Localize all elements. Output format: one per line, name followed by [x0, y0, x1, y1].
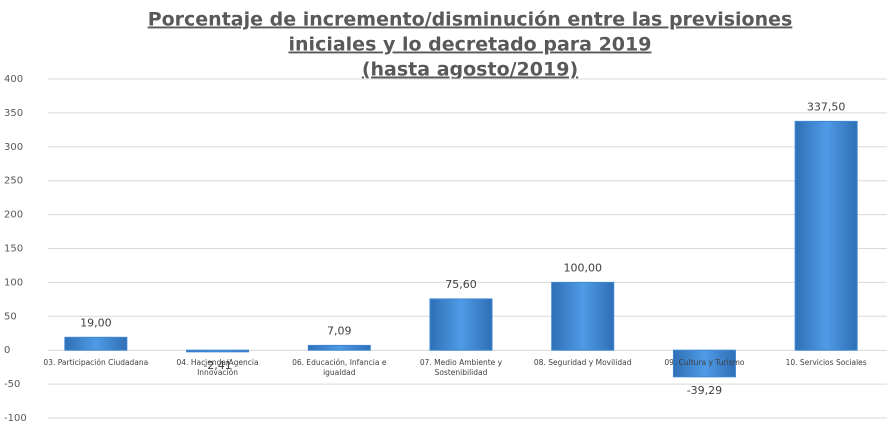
- y-tick-label: 300: [4, 142, 23, 153]
- x-tick-label: 10. Servicios Sociales: [785, 358, 867, 368]
- data-label: 100,00: [563, 261, 602, 274]
- bar: [307, 344, 371, 351]
- x-tick-label-box: 06. Educación, Infancia e igualdad: [292, 358, 387, 378]
- y-tick-label: 150: [4, 244, 23, 255]
- chart-title: Porcentaje de incremento/disminución ent…: [148, 9, 793, 31]
- y-tick-label: 250: [4, 176, 23, 187]
- data-label: -39,29: [687, 384, 722, 397]
- x-tick-label-box: 10. Servicios Sociales: [785, 358, 867, 368]
- y-tick-label: 350: [4, 108, 23, 119]
- x-tick-label: 06. Educación, Infancia e igualdad: [292, 358, 387, 378]
- x-tick-label-box: 08. Seguridad y Movilidad: [533, 358, 632, 368]
- data-label: 75,60: [445, 278, 477, 291]
- x-tick-label: 03. Participación Ciudadana: [43, 358, 149, 368]
- x-tick-label-box: 07. Medio Ambiente y Sostenibilidad: [419, 358, 503, 378]
- x-tick-label-box: 09. Cultura y Turismo: [664, 358, 745, 368]
- data-label: -2,41: [203, 359, 231, 372]
- y-tick-label: 400: [4, 74, 23, 85]
- bar: [429, 298, 493, 351]
- x-tick-label-box: 03. Participación Ciudadana: [43, 358, 149, 368]
- x-tick-label-box: 04. Hacienda/Agencia Innovación: [176, 358, 259, 378]
- data-label: 337,50: [807, 100, 846, 113]
- x-tick-label: 04. Hacienda/Agencia Innovación: [176, 358, 259, 378]
- y-tick-label: -50: [4, 379, 20, 390]
- bar: [186, 349, 250, 353]
- y-tick-label: 50: [4, 311, 17, 322]
- y-tick-label: 100: [4, 277, 23, 288]
- bar: [794, 120, 858, 351]
- bar: [672, 349, 736, 378]
- chart-title: (hasta agosto/2019): [362, 59, 578, 81]
- chart-title: iniciales y lo decretado para 2019: [289, 34, 652, 56]
- data-label: 19,00: [80, 316, 112, 329]
- bar: [551, 281, 615, 351]
- bar: [64, 336, 128, 351]
- x-tick-label: 08. Seguridad y Movilidad: [533, 358, 632, 368]
- data-label: 7,09: [327, 324, 352, 337]
- x-tick-label: 09. Cultura y Turismo: [664, 358, 745, 368]
- y-tick-label: 0: [4, 345, 10, 356]
- y-tick-label: 200: [4, 210, 23, 221]
- y-tick-label: -100: [4, 413, 27, 423]
- x-tick-label: 07. Medio Ambiente y Sostenibilidad: [419, 358, 503, 378]
